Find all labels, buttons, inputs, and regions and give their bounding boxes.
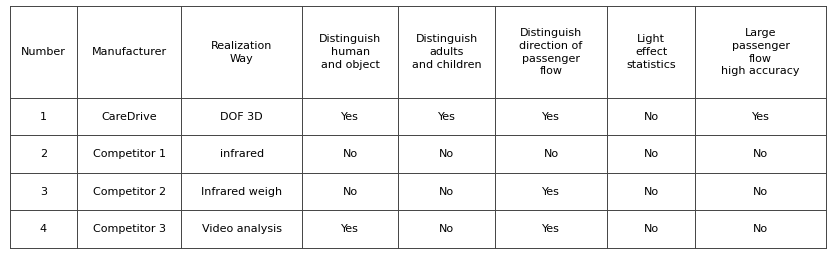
Text: DOF 3D: DOF 3D xyxy=(221,112,263,122)
Text: 2: 2 xyxy=(40,149,47,159)
Text: Yes: Yes xyxy=(542,186,560,197)
Text: Yes: Yes xyxy=(437,112,456,122)
Text: Yes: Yes xyxy=(341,112,359,122)
Text: Distinguish
adults
and children: Distinguish adults and children xyxy=(412,34,482,70)
Text: Distinguish
direction of
passenger
flow: Distinguish direction of passenger flow xyxy=(519,28,583,76)
Text: Competitor 1: Competitor 1 xyxy=(93,149,166,159)
Text: No: No xyxy=(753,186,768,197)
Text: Manufacturer: Manufacturer xyxy=(92,47,166,57)
Text: Yes: Yes xyxy=(752,112,770,122)
Text: infrared: infrared xyxy=(220,149,264,159)
Text: No: No xyxy=(753,224,768,234)
Text: No: No xyxy=(644,186,659,197)
Text: CareDrive: CareDrive xyxy=(101,112,157,122)
Text: Yes: Yes xyxy=(542,224,560,234)
Text: Video analysis: Video analysis xyxy=(201,224,282,234)
Text: Competitor 3: Competitor 3 xyxy=(93,224,166,234)
Text: No: No xyxy=(439,186,454,197)
Text: 1: 1 xyxy=(40,112,47,122)
Text: No: No xyxy=(343,186,358,197)
Text: No: No xyxy=(543,149,558,159)
Text: Realization
Way: Realization Way xyxy=(211,41,273,64)
Text: Light
effect
statistics: Light effect statistics xyxy=(626,34,676,70)
Text: No: No xyxy=(439,149,454,159)
Text: No: No xyxy=(439,224,454,234)
Text: Yes: Yes xyxy=(341,224,359,234)
Text: No: No xyxy=(644,112,659,122)
Text: No: No xyxy=(644,224,659,234)
Text: 3: 3 xyxy=(40,186,47,197)
Text: No: No xyxy=(753,149,768,159)
Text: Large
passenger
flow
high accuracy: Large passenger flow high accuracy xyxy=(721,28,800,76)
Text: Yes: Yes xyxy=(542,112,560,122)
Text: No: No xyxy=(644,149,659,159)
Text: Infrared weigh: Infrared weigh xyxy=(201,186,283,197)
Text: Competitor 2: Competitor 2 xyxy=(93,186,166,197)
Text: 4: 4 xyxy=(40,224,47,234)
Text: Distinguish
human
and object: Distinguish human and object xyxy=(319,34,381,70)
Text: No: No xyxy=(343,149,358,159)
Text: Number: Number xyxy=(21,47,66,57)
